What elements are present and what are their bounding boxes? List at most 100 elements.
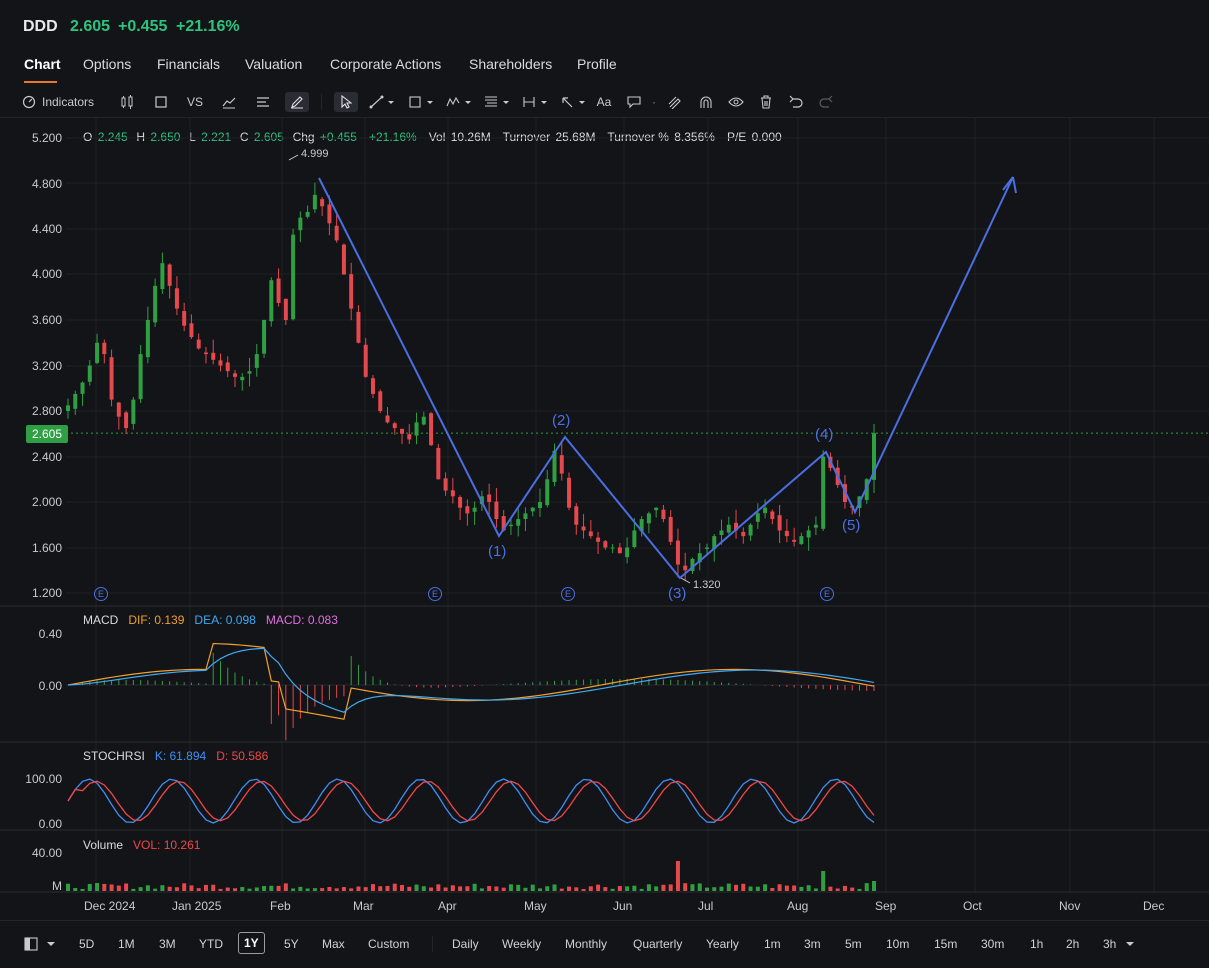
draw-tool-button[interactable]: [285, 92, 309, 112]
compare-button[interactable]: VS: [186, 95, 203, 109]
range-ytd[interactable]: YTD: [199, 937, 223, 951]
volume-bar: [102, 883, 107, 891]
panel-icon: [24, 937, 38, 951]
chg-pct-value: +21.16%: [368, 130, 417, 144]
tab-options[interactable]: Options: [83, 56, 132, 72]
price-tick: 4.800: [31, 177, 62, 191]
candle-body: [690, 558, 695, 572]
volume-bar: [806, 885, 811, 891]
candle-type-button[interactable]: [117, 92, 137, 112]
interval-quarterly[interactable]: Quarterly: [633, 937, 683, 951]
delete-drawings-button[interactable]: [756, 92, 776, 112]
interval-1m[interactable]: 1m: [764, 937, 781, 951]
volume-bar: [552, 884, 557, 891]
earnings-marker[interactable]: E: [820, 587, 834, 601]
candle-body: [784, 530, 789, 537]
arrow-tool-button[interactable]: [558, 92, 588, 112]
text-tool-button[interactable]: Aa: [596, 95, 612, 109]
interval-30m[interactable]: 30m: [981, 937, 1005, 951]
interval-1h[interactable]: 1h: [1030, 937, 1044, 951]
fib-tool-button[interactable]: [482, 92, 512, 112]
undo-button[interactable]: [786, 92, 806, 112]
vol-value: 10.26M: [450, 130, 491, 144]
trash-icon: [761, 95, 771, 109]
chart-canvas[interactable]: [0, 118, 1209, 898]
volume-bar: [596, 884, 601, 891]
shape-tool-button[interactable]: [406, 92, 436, 112]
tab-valuation[interactable]: Valuation: [245, 56, 303, 72]
chart-style-button[interactable]: [219, 92, 239, 112]
volume-bar: [625, 886, 630, 891]
range-max[interactable]: Max: [322, 937, 345, 951]
erase-tool-button[interactable]: [665, 92, 685, 112]
indicators-button[interactable]: Indicators: [22, 92, 100, 112]
pencil-icon: [291, 96, 303, 109]
candle-body: [813, 524, 818, 528]
earnings-marker[interactable]: E: [94, 587, 108, 601]
volume-bar: [392, 883, 397, 891]
price-tick: 2.000: [31, 495, 62, 509]
tab-shareholders[interactable]: Shareholders: [469, 56, 553, 72]
interval-15m[interactable]: 15m: [934, 937, 958, 951]
tab-corporate-actions[interactable]: Corporate Actions: [330, 56, 442, 72]
earnings-marker[interactable]: E: [428, 587, 442, 601]
interval-2h[interactable]: 2h: [1066, 937, 1080, 951]
tab-profile[interactable]: Profile: [577, 56, 617, 72]
range-custom[interactable]: Custom: [368, 937, 410, 951]
layout-toggle-button[interactable]: [24, 936, 58, 952]
measure-tool-button[interactable]: [520, 92, 550, 112]
macd-hist-label: MACD:: [265, 613, 305, 627]
volume-bar: [73, 887, 78, 891]
time-tick: May: [524, 899, 547, 913]
range-1y[interactable]: 1Y: [238, 932, 265, 954]
earnings-marker[interactable]: E: [561, 587, 575, 601]
comment-tool-button[interactable]: [624, 92, 644, 112]
candle-body: [734, 522, 739, 531]
volume-bar: [755, 886, 760, 891]
volume-bar: [356, 886, 361, 891]
price-tick: 4.400: [31, 222, 62, 236]
volume-bar: [726, 883, 731, 891]
trendline-tool-button[interactable]: [367, 92, 397, 112]
interval-5m[interactable]: 5m: [845, 937, 862, 951]
magnet-tool-button[interactable]: [696, 92, 716, 112]
interval-monthly[interactable]: Monthly: [565, 937, 608, 951]
volume-bar: [770, 887, 775, 891]
gauge-icon: [22, 95, 36, 109]
candle-body: [145, 320, 150, 358]
volume-bar: [712, 887, 717, 891]
interval-3m[interactable]: 3m: [804, 937, 821, 951]
interval-yearly[interactable]: Yearly: [706, 937, 739, 951]
interval-weekly[interactable]: Weekly: [502, 937, 542, 951]
visibility-button[interactable]: [726, 92, 746, 112]
range-3m[interactable]: 3M: [159, 937, 176, 951]
range-1m[interactable]: 1M: [118, 937, 135, 951]
volume-bar: [683, 883, 688, 891]
range-5d[interactable]: 5D: [79, 937, 95, 951]
pattern-tool-button[interactable]: [444, 92, 474, 112]
projection-arrow-line: [872, 176, 1014, 475]
tab-chart[interactable]: Chart: [24, 56, 61, 72]
candle-body: [792, 539, 797, 542]
range-5y[interactable]: 5Y: [284, 937, 299, 951]
interval-3h[interactable]: 3h: [1103, 937, 1117, 951]
volume-bar: [174, 887, 179, 891]
interval-10m[interactable]: 10m: [886, 937, 910, 951]
cursor-tool-button[interactable]: [334, 92, 358, 112]
chevron-down-icon[interactable]: [1125, 940, 1135, 948]
redo-button[interactable]: [816, 92, 836, 112]
layout-button[interactable]: [253, 92, 273, 112]
open-value: 2.245: [97, 130, 128, 144]
wave-drawing[interactable]: [318, 176, 1017, 580]
candle-body: [596, 537, 601, 542]
interval-daily[interactable]: Daily: [452, 937, 479, 951]
volume-bar: [429, 887, 434, 891]
dea-value: 0.098: [225, 613, 256, 627]
tab-financials[interactable]: Financials: [157, 56, 221, 72]
volume-bar: [66, 883, 70, 891]
rectangle-button[interactable]: [151, 92, 171, 112]
volume-bar: [160, 885, 165, 891]
volume-bar: [697, 883, 702, 891]
candle-body: [363, 344, 368, 377]
volume-bar: [523, 887, 528, 891]
